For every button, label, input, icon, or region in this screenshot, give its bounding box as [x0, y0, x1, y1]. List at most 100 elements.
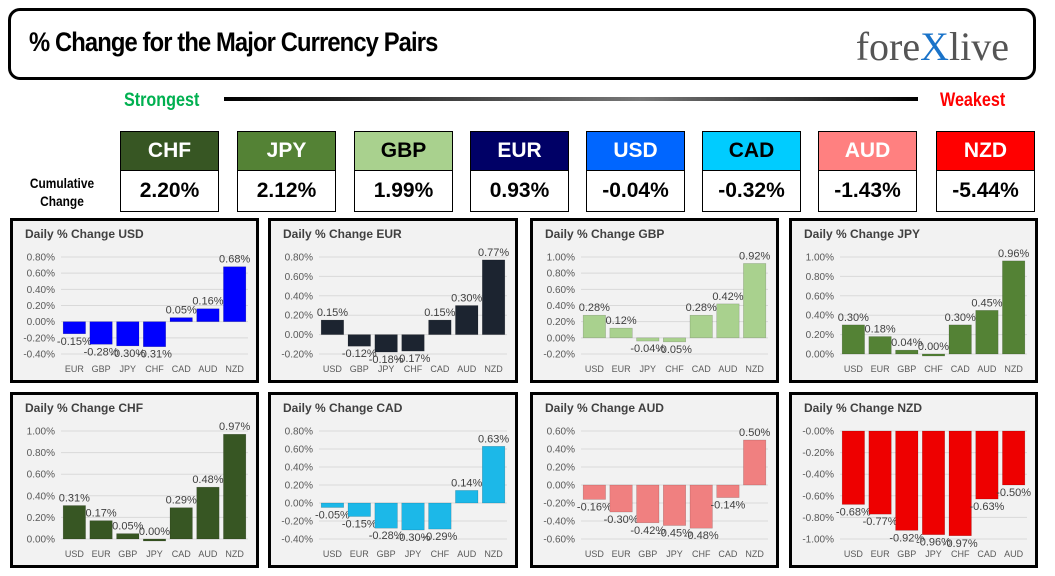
y-tick-label: 0.00%: [27, 317, 55, 328]
data-label: -0.50%: [996, 487, 1031, 499]
data-label: 0.29%: [166, 495, 197, 507]
x-tick-label: CHF: [145, 364, 164, 374]
y-tick-label: 0.60%: [27, 269, 55, 280]
bar-chf: [948, 430, 972, 537]
y-tick-label: 0.40%: [27, 491, 55, 502]
x-tick-label: USD: [585, 364, 605, 374]
data-label: -0.31%: [137, 349, 172, 361]
y-tick-label: 0.40%: [547, 445, 575, 456]
y-tick-label: 0.20%: [285, 481, 313, 492]
x-tick-label: JPY: [640, 364, 657, 374]
data-label: 0.05%: [166, 305, 197, 317]
bar-gbp: [374, 502, 398, 529]
weakest-label: Weakest: [940, 90, 1006, 111]
data-label: -0.14%: [710, 500, 745, 512]
y-tick-label: 0.00%: [547, 481, 575, 492]
cumulative-value: 0.93%: [471, 171, 568, 211]
bar-eur: [347, 502, 371, 517]
data-label: -0.77%: [863, 516, 898, 528]
y-tick-label: -0.60%: [543, 535, 575, 546]
data-label: 0.97%: [219, 421, 250, 433]
chart-panel-usd: -0.40% -0.20% 0.00% 0.20% 0.40% 0.60% 0.80% -0.…: [10, 218, 259, 383]
data-label: -0.45%: [657, 528, 692, 540]
bar-nzd: [482, 259, 506, 335]
bar-eur: [609, 327, 633, 339]
bar-usd: [320, 319, 344, 335]
data-label: 0.00%: [918, 341, 949, 353]
x-tick-label: CHF: [951, 549, 970, 559]
x-tick-label: USD: [844, 364, 864, 374]
y-tick-label: 0.00%: [285, 499, 313, 510]
y-tick-label: 0.60%: [806, 291, 834, 302]
bar-jpy: [636, 337, 660, 342]
y-tick-label: 0.80%: [547, 269, 575, 280]
y-tick-label: 0.40%: [547, 301, 575, 312]
bar-chart: -0.40% -0.20% 0.00% 0.20% 0.40% 0.60% 0.80% -0.…: [23, 253, 250, 375]
cumulative-value: -0.04%: [587, 171, 684, 211]
bar-cad: [716, 484, 740, 498]
x-tick-label: GBP: [118, 549, 137, 559]
data-label: 0.63%: [478, 433, 509, 445]
data-label: -0.96%: [916, 537, 951, 549]
x-tick-label: EUR: [612, 549, 632, 559]
currency-label: CAD: [703, 132, 800, 171]
cumulative-box-eur: EUR 0.93%: [470, 131, 569, 212]
bar-nzd: [223, 266, 247, 322]
data-label: -0.04%: [630, 343, 665, 355]
data-label: 0.15%: [317, 307, 348, 319]
bar-aud: [455, 305, 479, 335]
x-tick-label: GBP: [897, 549, 916, 559]
cumulative-box-aud: AUD -1.43%: [818, 131, 917, 212]
bar-cad: [169, 317, 193, 322]
y-tick-label: -0.20%: [23, 333, 55, 344]
y-tick-label: 0.60%: [547, 427, 575, 438]
y-tick-label: 0.40%: [285, 463, 313, 474]
bar-aud: [196, 486, 220, 540]
y-tick-label: -0.40%: [281, 535, 313, 546]
x-tick-label: JPY: [405, 549, 422, 559]
bar-cad: [975, 430, 999, 500]
title-box: % Change for the Major Currency Pairs fo…: [8, 8, 1036, 80]
strength-scale-line: [224, 97, 918, 101]
x-tick-label: CHF: [431, 549, 450, 559]
bar-usd: [841, 324, 865, 355]
data-label: -0.30%: [604, 514, 639, 526]
y-tick-label: -0.20%: [281, 517, 313, 528]
bar-chart: -0.20% 0.00% 0.20% 0.40% 0.60% 0.80% 1.00% 0.28…: [543, 250, 770, 374]
x-tick-label: JPY: [120, 364, 137, 374]
data-label: 0.28%: [686, 302, 717, 314]
x-tick-label: CHF: [692, 549, 711, 559]
data-label: 0.45%: [971, 297, 1002, 309]
y-tick-label: -0.20%: [281, 350, 313, 361]
y-tick-label: 1.00%: [547, 253, 575, 264]
bar-usd: [582, 314, 606, 339]
data-label: 0.68%: [219, 254, 250, 266]
chart-title: Daily % Change AUD: [545, 401, 664, 415]
currency-label: CHF: [121, 132, 218, 171]
x-tick-label: CHF: [924, 364, 943, 374]
y-tick-label: -0.20%: [543, 350, 575, 361]
bar-aud: [196, 308, 220, 322]
page-title: % Change for the Major Currency Pairs: [29, 27, 438, 57]
forexlive-logo: foreXlive: [855, 24, 1009, 69]
data-label: -0.42%: [630, 525, 665, 537]
bar-gbp: [895, 430, 919, 531]
x-tick-label: EUR: [871, 364, 891, 374]
y-tick-label: -0.40%: [802, 470, 834, 481]
y-tick-label: -0.20%: [802, 448, 834, 459]
bar-chart: -1.00% -0.80% -0.60% -0.40% -0.20% -0.00% -0.6…: [802, 427, 1031, 560]
bar-eur: [62, 321, 86, 335]
data-label: 0.15%: [424, 307, 455, 319]
data-label: -0.92%: [889, 532, 924, 544]
x-tick-label: GBP: [638, 549, 657, 559]
strongest-label: Strongest: [124, 90, 200, 111]
y-tick-label: 0.60%: [27, 470, 55, 481]
bar-jpy: [401, 502, 425, 531]
data-label: 0.14%: [451, 477, 482, 489]
x-tick-label: EUR: [612, 364, 632, 374]
cumulative-change-label: Cumulative Change: [29, 175, 95, 209]
y-tick-label: -1.00%: [802, 535, 834, 546]
bar-gbp: [636, 484, 660, 524]
cumulative-value: 2.20%: [121, 171, 218, 211]
bar-aud: [716, 303, 740, 339]
